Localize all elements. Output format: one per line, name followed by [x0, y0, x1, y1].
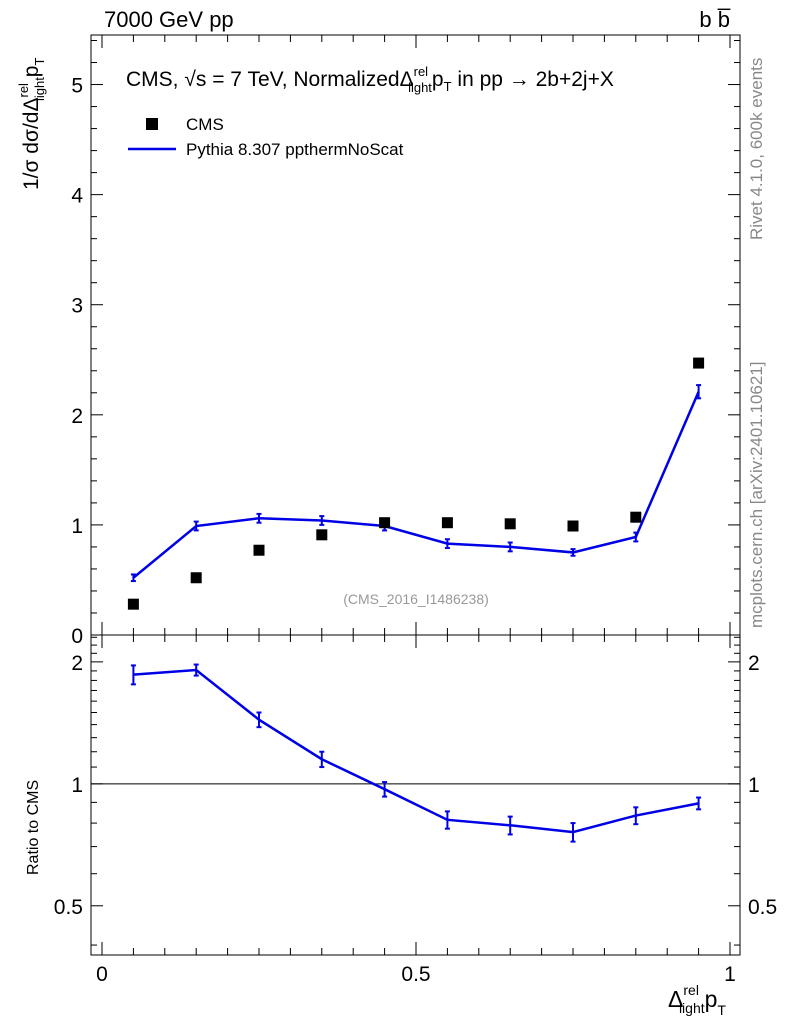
- side-rivet: Rivet 4.1.0, 600k events: [747, 58, 766, 240]
- ratio-y-tick-label: 2: [71, 652, 83, 675]
- analysis-tag: (CMS_2016_I1486238): [343, 591, 489, 607]
- ratio-panel: 0.5 0.51 12 2 0 0.5 1: [54, 634, 777, 986]
- main-y-tick-label: 2: [71, 405, 83, 428]
- main-x-ticks: [101, 35, 731, 635]
- legend-mc-label: Pythia 8.307 ppthermNoScat: [186, 140, 404, 159]
- plot-title: CMS, √s = 7 TeV, NormalizedΔrel lightpT i…: [126, 64, 614, 95]
- title-sqrt: √s: [184, 68, 206, 91]
- data-point: [693, 357, 705, 369]
- ratio-y-tick-label-right: 0.5: [748, 896, 777, 919]
- xlabel-sup: rel: [683, 982, 699, 998]
- legend-data-marker: [146, 118, 158, 130]
- data-point: [190, 572, 202, 584]
- main-y-label: 1/σ dσ/dΔrellightpT: [16, 58, 47, 191]
- mc-series: [130, 384, 702, 583]
- title-delta: Δ: [400, 68, 414, 91]
- x-tick-label: 1: [724, 963, 736, 986]
- x-label: Δrel lightpT: [668, 982, 726, 1018]
- mc-line: [132, 391, 700, 579]
- data-point: [567, 520, 579, 532]
- title-prefix: CMS,: [126, 68, 184, 91]
- main-y-tick-label: 1: [71, 515, 83, 538]
- ylabel-sup: rel: [16, 83, 31, 98]
- xlabel-T: T: [717, 1002, 726, 1018]
- title-suffix: in pp → 2b+2j+X: [452, 68, 614, 91]
- data-point: [127, 598, 139, 610]
- xlabel-p: p: [705, 986, 718, 1012]
- ratio-y-tick-label-right: 2: [748, 652, 760, 675]
- main-y-tick-label: 3: [71, 295, 83, 318]
- header-right: b b̅: [699, 7, 731, 32]
- x-tick-label: 0: [96, 963, 108, 986]
- ylabel-main: 1/σ dσ/dΔ: [20, 98, 43, 191]
- title-T: T: [444, 79, 452, 94]
- title-p: p: [432, 68, 444, 91]
- ratio-y-label: Ratio to CMS: [25, 780, 42, 875]
- ratio-x-ticks: 0 0.5 1: [96, 635, 736, 986]
- ylabel-T: T: [32, 58, 47, 66]
- side-mcplots: mcplots.cern.ch [arXiv:2401.10621]: [747, 362, 766, 628]
- title-sub: light: [408, 80, 432, 95]
- xlabel-delta: Δ: [668, 986, 683, 1012]
- ratio-frame: [90, 634, 741, 956]
- main-y-tick-label: 5: [71, 75, 83, 98]
- main-y-tick-label: 4: [71, 185, 83, 208]
- main-panel: 0 1 2 3 4 5 CMS, √s = 7 TeV, NormalizedΔrel li…: [71, 34, 741, 648]
- header-left: 7000 GeV pp: [104, 7, 234, 32]
- ratio-y-tick-label: 1: [71, 774, 83, 797]
- xlabel-sub: light: [679, 1000, 705, 1016]
- main-y-ticks: 0 1 2 3 4 5: [71, 40, 740, 648]
- data-point: [253, 544, 265, 556]
- title-energy: = 7 TeV, Normalized: [206, 68, 399, 91]
- ylabel-p: p: [20, 66, 43, 78]
- title-sup: rel: [414, 64, 429, 79]
- ylabel-sub: light: [32, 77, 47, 101]
- x-tick-label: 0.5: [401, 963, 430, 986]
- ratio-mc-line: [133, 668, 699, 834]
- ratio-y-tick-label-right: 1: [748, 774, 760, 797]
- ratio-y-tick-label: 0.5: [54, 896, 83, 919]
- data-point: [630, 511, 642, 523]
- data-point: [504, 518, 516, 530]
- data-series: [127, 357, 705, 610]
- data-point: [379, 517, 391, 529]
- data-point: [316, 529, 328, 541]
- ratio-y-ticks: 0.5 0.5 1 1 2 2: [54, 636, 777, 946]
- data-point: [441, 517, 453, 529]
- main-y-tick-label: 0: [71, 625, 83, 648]
- ratio-mc-series: [130, 663, 702, 843]
- legend-data-label: CMS: [186, 115, 224, 134]
